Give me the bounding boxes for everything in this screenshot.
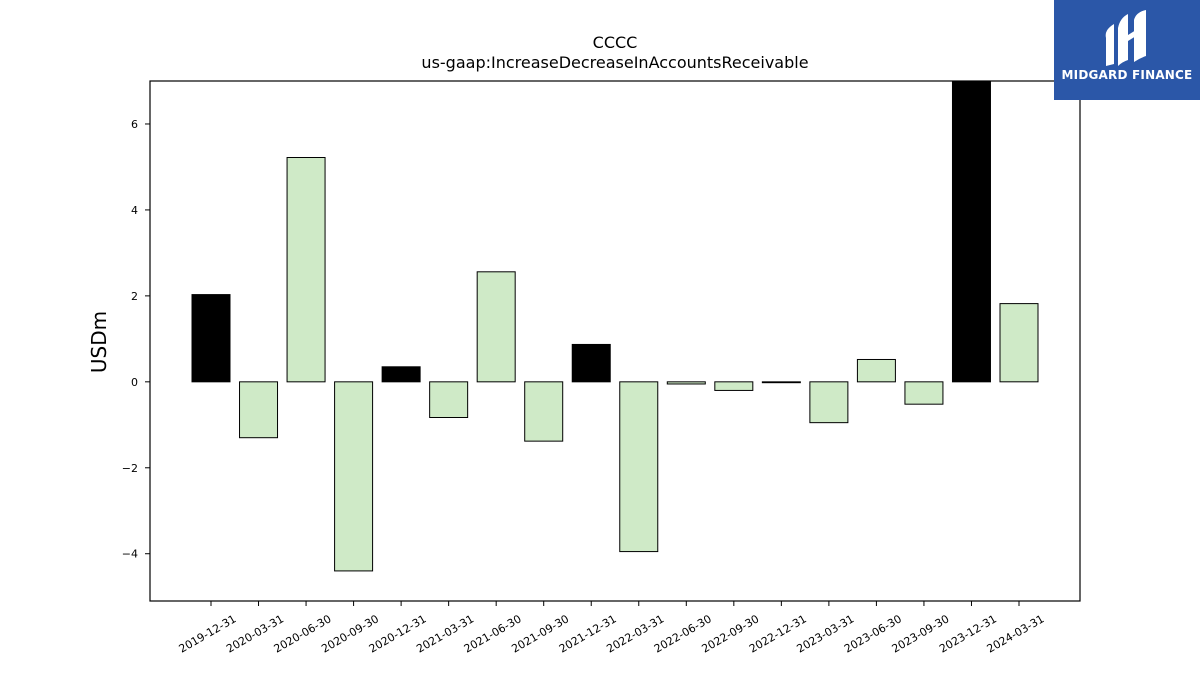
y-tick-label: −4 <box>122 548 138 561</box>
bar-2021-09-30 <box>524 381 564 442</box>
y-tick-label: 0 <box>131 376 138 389</box>
chart-subtitle: us-gaap:IncreaseDecreaseInAccountsReceiv… <box>421 53 808 72</box>
bar-2023-06-30 <box>856 358 896 383</box>
y-tick-label: 4 <box>131 204 138 217</box>
bar-2022-12-31 <box>761 381 801 384</box>
bar-2023-12-31 <box>951 80 991 383</box>
bar-2021-03-31 <box>429 381 469 418</box>
bar-2021-06-30 <box>476 271 516 383</box>
bar-2022-09-30 <box>714 381 754 391</box>
bar-2024-03-31 <box>999 303 1039 383</box>
midgard-finance-logo: MIDGARD FINANCE <box>1054 0 1200 100</box>
chart-title: CCCC <box>593 33 638 52</box>
bar-2020-09-30 <box>334 381 374 572</box>
bar-2022-03-31 <box>619 381 659 553</box>
y-tick-label: −2 <box>122 462 138 475</box>
y-axis-label: USDm <box>87 311 111 373</box>
logo-text: MIDGARD FINANCE <box>1061 68 1193 82</box>
bar-2022-06-30 <box>666 381 706 385</box>
bar-2019-12-31 <box>191 294 231 383</box>
plot-frame <box>149 80 1081 602</box>
y-tick-label: 6 <box>131 118 138 131</box>
bar-2020-06-30 <box>286 157 326 383</box>
logo-mark-icon <box>1105 10 1146 66</box>
bar-2023-03-31 <box>809 381 849 424</box>
bar-2021-12-31 <box>571 343 611 383</box>
y-tick-label: 2 <box>131 290 138 303</box>
bar-2023-09-30 <box>904 381 944 405</box>
bar-2020-12-31 <box>381 366 421 383</box>
bar-2020-03-31 <box>239 381 279 439</box>
bars-layer <box>191 80 1039 572</box>
